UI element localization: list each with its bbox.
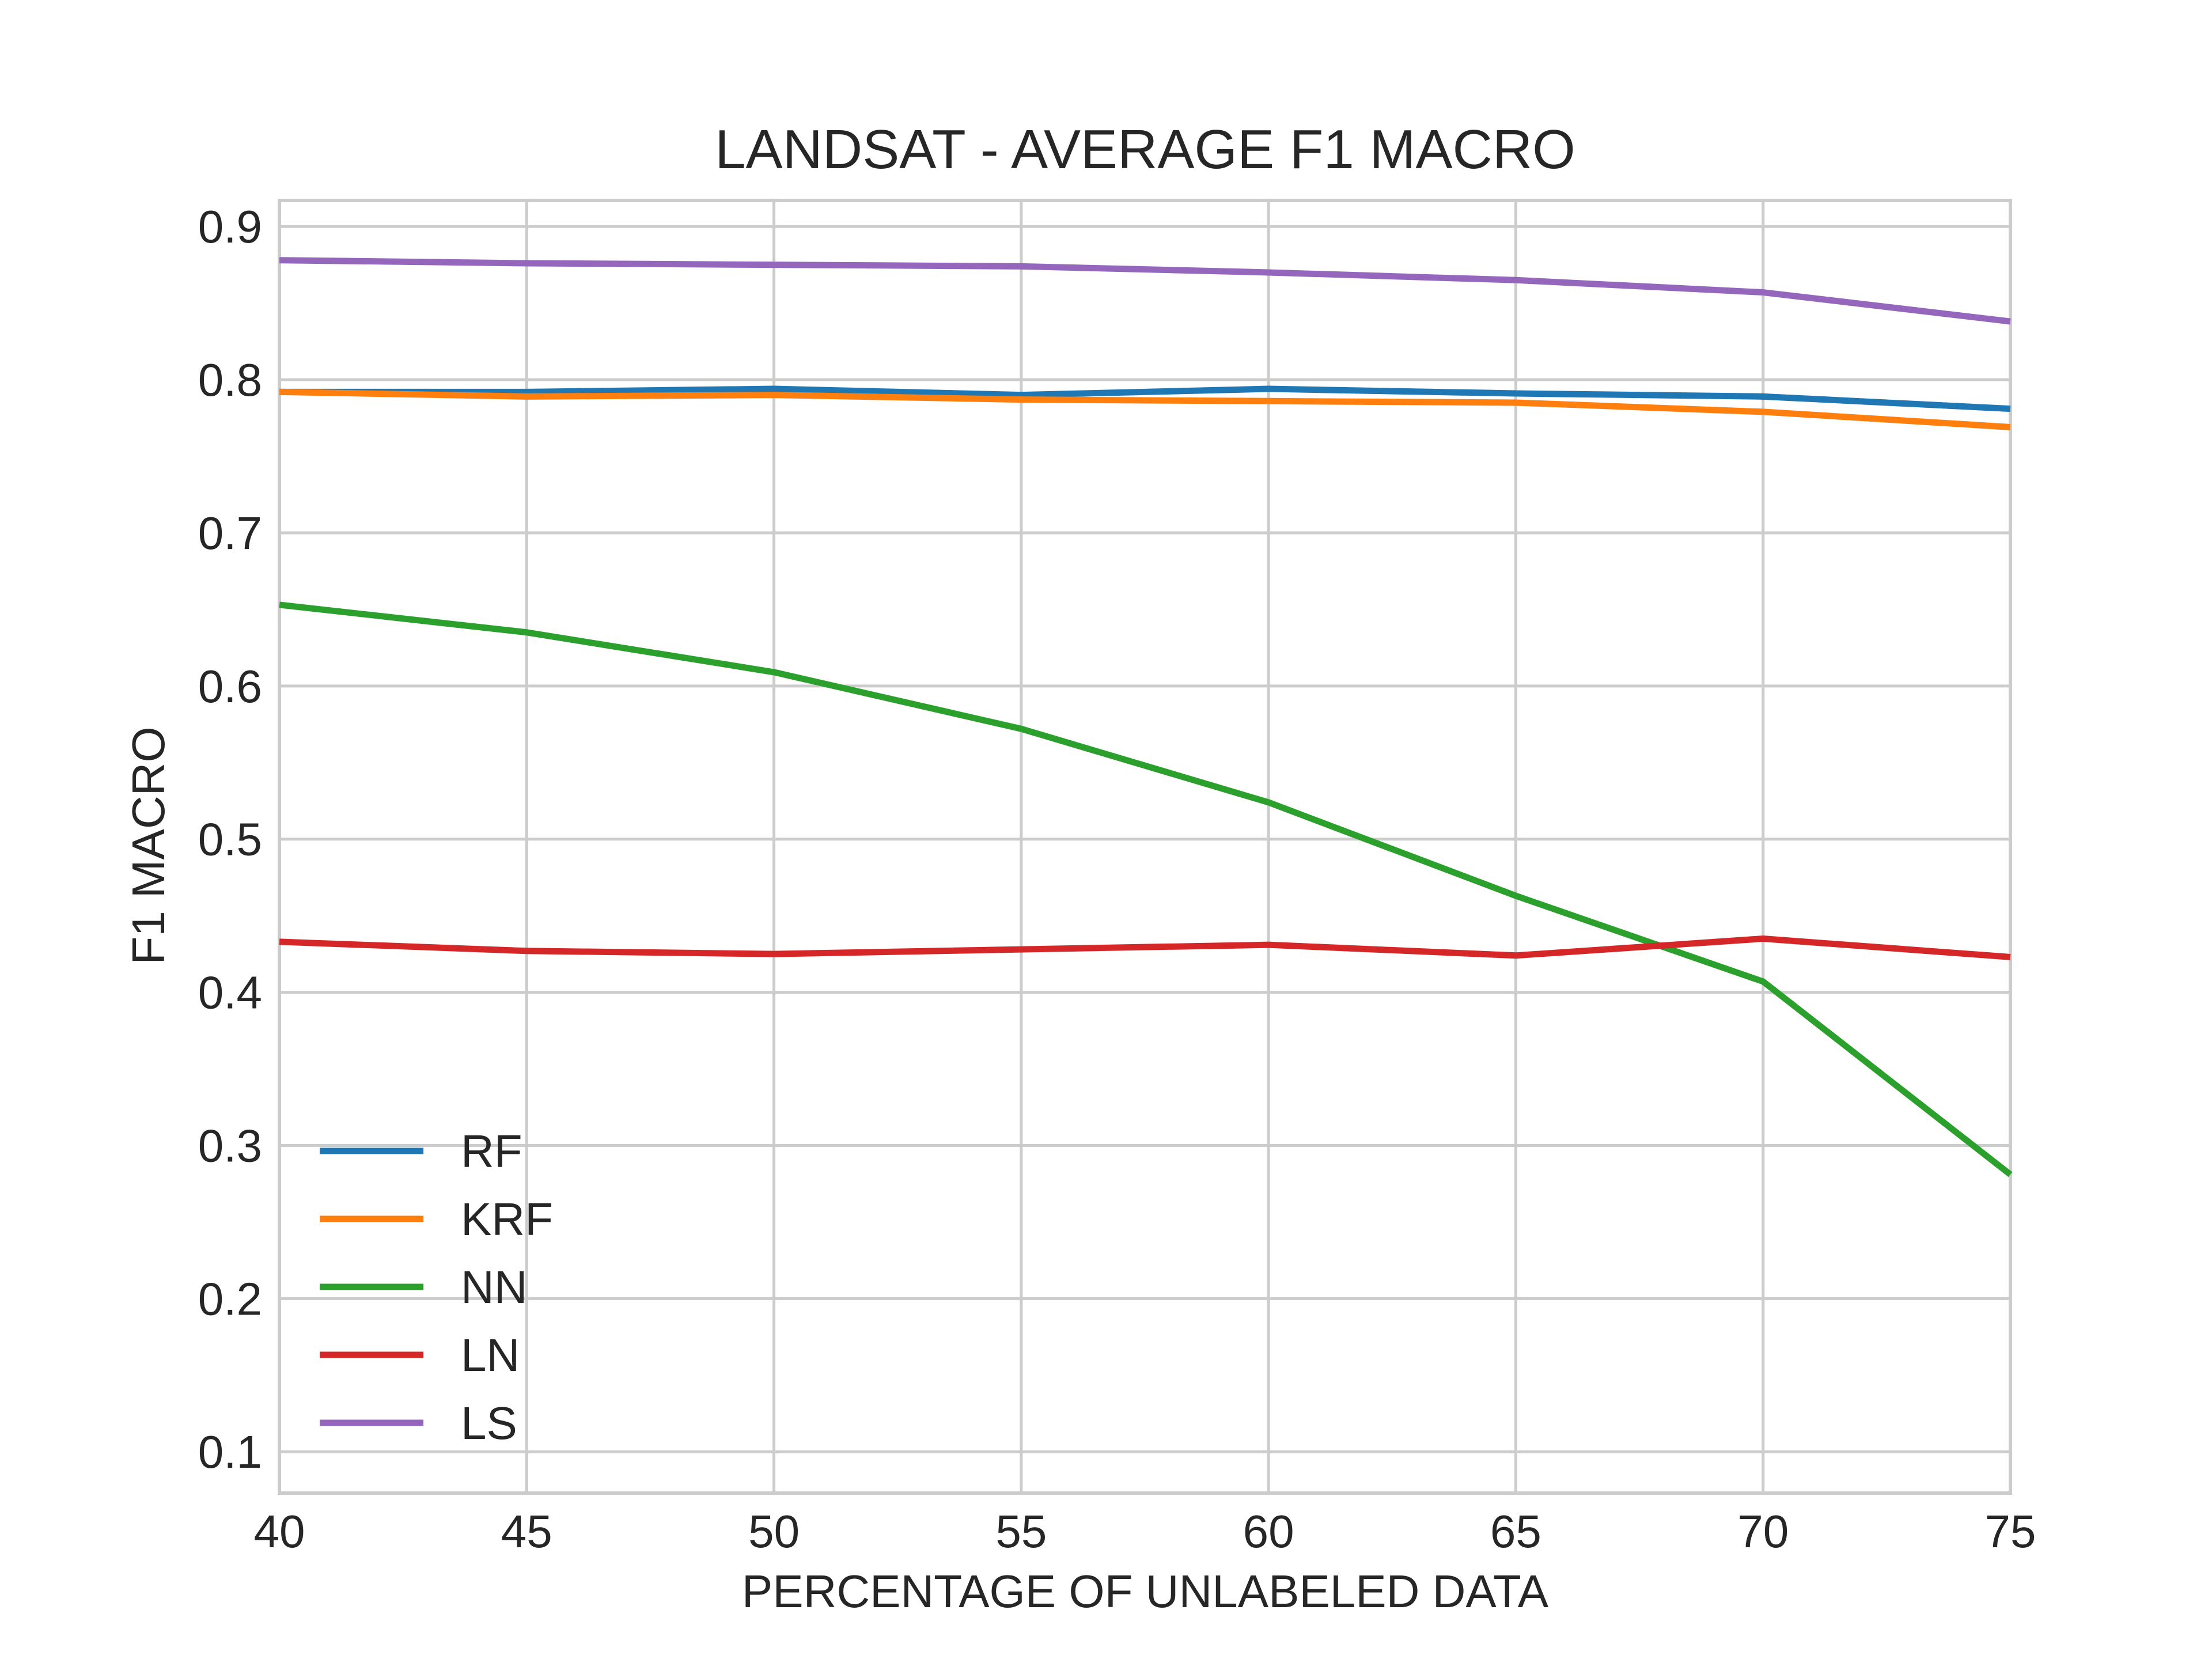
legend-label: LS — [461, 1397, 517, 1449]
legend: RF KRF NN LN LS — [320, 1126, 553, 1449]
plot-frame — [278, 199, 2012, 1495]
x-tick-label: 65 — [1490, 1506, 1541, 1557]
x-tick-label: 40 — [254, 1506, 305, 1557]
series-layer — [279, 257, 2013, 1177]
y-tick-label: 0.5 — [198, 814, 262, 865]
tick-labels: 40 45 50 55 60 65 70 75 0.1 0.2 0.3 0.4 0.5 0.6 0.7 0.8… — [198, 201, 2036, 1557]
series-line-ls — [279, 257, 2011, 325]
x-tick-label: 75 — [1985, 1506, 2036, 1557]
x-tick-label: 55 — [995, 1506, 1047, 1557]
series-line-krf — [279, 388, 2011, 430]
y-tick-label: 0.1 — [198, 1426, 262, 1478]
x-tick-label: 50 — [748, 1506, 800, 1557]
series-line-ln — [279, 935, 2011, 960]
legend-label: LN — [461, 1330, 520, 1381]
legend-item-rf: RF — [320, 1126, 522, 1177]
y-tick-label: 0.3 — [198, 1120, 262, 1171]
y-tick-label: 0.7 — [198, 507, 262, 559]
series-line-nn — [279, 601, 2013, 1177]
x-tick-label: 60 — [1243, 1506, 1294, 1557]
y-axis-label: F1 MACRO — [123, 726, 174, 964]
legend-item-nn: NN — [320, 1262, 528, 1313]
plot-area — [279, 200, 2010, 1493]
legend-label: KRF — [461, 1194, 553, 1245]
legend-item-ln: LN — [320, 1330, 520, 1381]
y-tick-label: 0.2 — [198, 1273, 262, 1324]
y-tick-label: 0.8 — [198, 354, 262, 406]
chart-title: LANDSAT - AVERAGE F1 MACRO — [715, 119, 1575, 180]
x-tick-label: 45 — [501, 1506, 552, 1557]
y-tick-label: 0.4 — [198, 967, 262, 1018]
y-tick-label: 0.6 — [198, 661, 262, 712]
series-line-rf — [279, 385, 2011, 412]
legend-item-krf: KRF — [320, 1194, 553, 1245]
y-tick-label: 0.9 — [198, 201, 262, 252]
legend-label: RF — [461, 1126, 522, 1177]
legend-item-ls: LS — [320, 1397, 517, 1449]
legend-label: NN — [461, 1262, 528, 1313]
x-tick-label: 70 — [1737, 1506, 1789, 1557]
x-axis-label: PERCENTAGE OF UNLABELED DATA — [742, 1566, 1549, 1617]
